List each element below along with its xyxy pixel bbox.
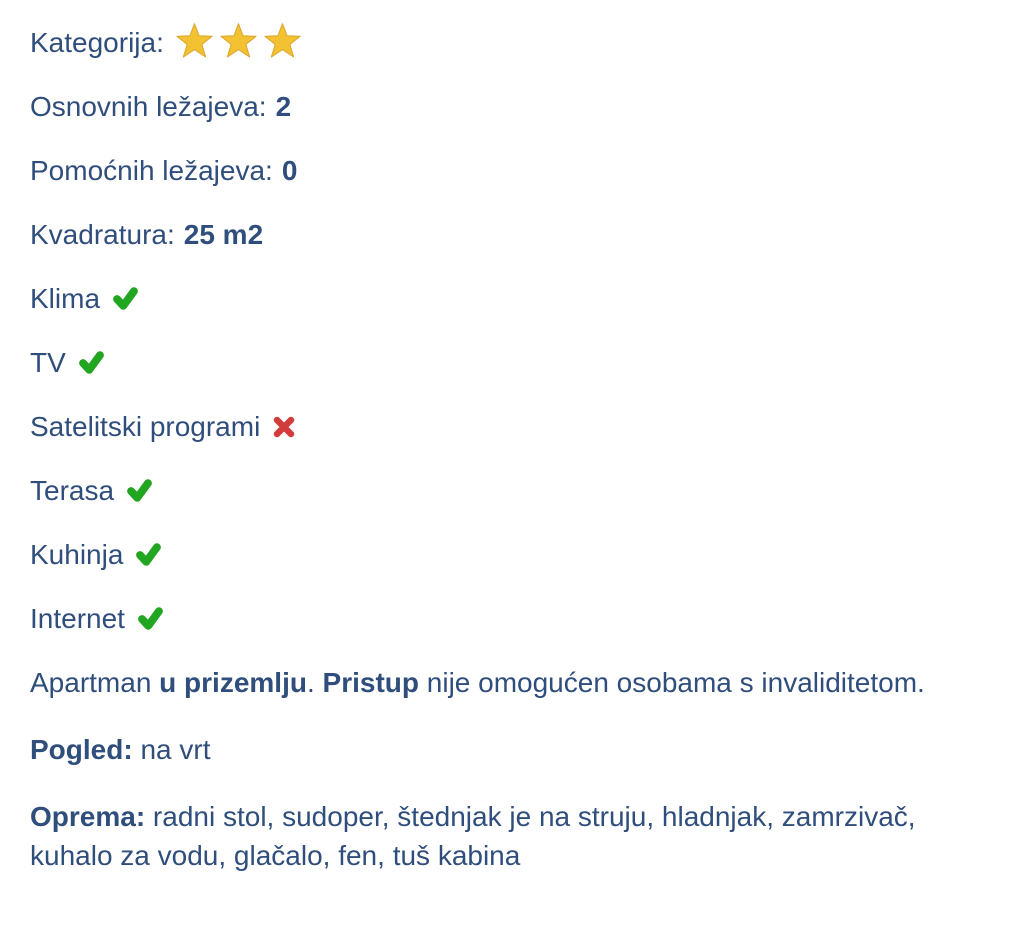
feature-row: Satelitski programi (30, 407, 994, 446)
feature-label: Klima (30, 283, 101, 314)
feature-row: Klima (30, 279, 994, 318)
paragraph-bold-segment: Oprema: (30, 801, 146, 832)
spec-value: 2 (275, 91, 292, 122)
paragraph-segment: Apartman (30, 667, 160, 698)
feature-row: Kuhinja (30, 535, 994, 574)
paragraph-segment: na vrt (132, 734, 211, 765)
paragraph-segment: nije omogućen osobama s invaliditetom. (419, 667, 925, 698)
spec-row: Osnovnih ležajeva: 2 (30, 87, 994, 126)
check-icon (126, 477, 153, 504)
check-icon (112, 285, 139, 312)
feature-rows: Klima TV Satelitski programi Terasa Kuhinja I… (30, 279, 994, 638)
paragraph-equipment: Oprema: radni stol, sudoper, štednjak je… (30, 797, 930, 875)
paragraph-view: Pogled: na vrt (30, 730, 930, 769)
category-label: Kategorija: (30, 27, 164, 58)
paragraph-bold-segment: Pristup (322, 667, 419, 698)
feature-row: Terasa (30, 471, 994, 510)
paragraph-segment: . (306, 667, 323, 698)
paragraph-segment: radni stol, sudoper, štednjak je na stru… (30, 801, 916, 871)
category-row: Kategorija: (30, 23, 994, 62)
feature-label: Terasa (30, 475, 115, 506)
paragraph-bold-segment: u prizemlju (159, 667, 307, 698)
spec-value: 0 (281, 155, 298, 186)
feature-label: TV (30, 347, 66, 378)
feature-row: TV (30, 343, 994, 382)
paragraph-accessibility: Apartman u prizemlju. Pristup nije omogu… (30, 663, 930, 702)
feature-row: Internet (30, 599, 994, 638)
spec-row: Pomoćnih ležajeva: 0 (30, 151, 994, 190)
spec-row: Kvadratura: 25 m2 (30, 215, 994, 254)
spec-label: Kvadratura: (30, 219, 175, 250)
spec-value: 25 m2 (183, 219, 264, 250)
paragraph-bold-segment: Pogled: (30, 734, 133, 765)
spec-label: Pomoćnih ležajeva: (30, 155, 273, 186)
check-icon (78, 349, 105, 376)
feature-label: Satelitski programi (30, 411, 261, 442)
star-icon (220, 23, 257, 58)
feature-label: Internet (30, 603, 125, 634)
check-icon (137, 605, 164, 632)
spec-label: Osnovnih ležajeva: (30, 91, 267, 122)
star-icon (176, 23, 213, 58)
description-paragraphs: Apartman u prizemlju. Pristup nije omogu… (30, 663, 994, 875)
cross-icon (272, 415, 296, 439)
feature-label: Kuhinja (30, 539, 124, 570)
star-icon (264, 23, 301, 58)
star-rating (176, 23, 301, 58)
check-icon (135, 541, 162, 568)
spec-rows: Osnovnih ležajeva: 2 Pomoćnih ležajeva: 0 Kv… (30, 87, 994, 254)
